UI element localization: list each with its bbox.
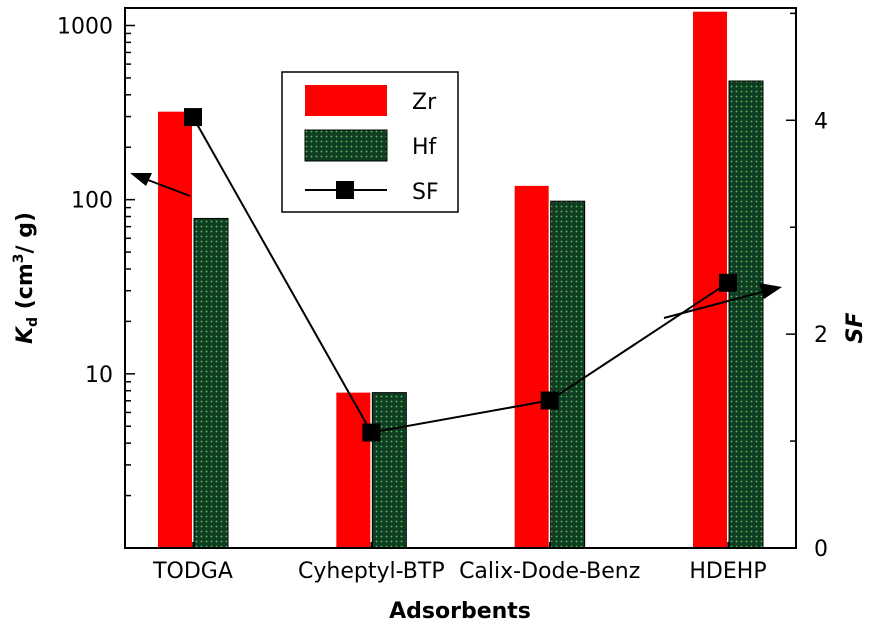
bar-zr bbox=[514, 185, 549, 548]
bar-zr bbox=[158, 111, 192, 548]
legend-label-zr: Zr bbox=[412, 90, 437, 115]
legend-swatch-hf bbox=[304, 129, 388, 162]
left-axis-arrow bbox=[130, 173, 191, 197]
legend-swatch-zr bbox=[305, 85, 387, 116]
bar-hf bbox=[371, 392, 407, 549]
right-tick-label: 0 bbox=[814, 537, 828, 562]
legend-marker-sf bbox=[336, 181, 354, 199]
left-tick-label: 10 bbox=[85, 363, 113, 388]
x-axis-title: Adsorbents bbox=[389, 599, 531, 624]
x-tick-label: Calix-Dode-Benz bbox=[459, 559, 640, 584]
bar-hf bbox=[193, 217, 229, 549]
x-axis: TODGA Cyheptyl-BTP Calix-Dode-Benz HDEHP bbox=[152, 542, 767, 584]
bar-zr bbox=[336, 392, 371, 548]
sf-marker bbox=[184, 108, 202, 127]
left-tick-label: 100 bbox=[71, 189, 113, 214]
right-axis-arrow bbox=[663, 283, 782, 319]
sf-marker bbox=[362, 423, 381, 442]
x-tick-label: HDEHP bbox=[689, 559, 766, 584]
plot-frame bbox=[124, 7, 797, 549]
right-tick-label: 2 bbox=[814, 323, 828, 348]
left-axis: 10 100 1000 bbox=[57, 14, 135, 549]
bar-hf bbox=[728, 80, 764, 549]
x-tick-label: TODGA bbox=[152, 559, 233, 584]
bars-layer bbox=[158, 11, 764, 549]
legend-label-sf: SF bbox=[412, 180, 439, 205]
left-tick-label: 1000 bbox=[57, 14, 113, 39]
sf-marker bbox=[540, 391, 559, 410]
legend: Zr Hf SF bbox=[281, 71, 459, 213]
right-tick-label: 4 bbox=[814, 109, 828, 134]
left-axis-title: Kd (cm3/ g) bbox=[11, 212, 41, 344]
sf-line-layer bbox=[184, 108, 737, 442]
bar-hf bbox=[550, 200, 586, 549]
sf-line bbox=[192, 116, 729, 434]
sf-marker bbox=[719, 273, 737, 292]
x-tick-label: Cyheptyl-BTP bbox=[298, 559, 445, 584]
legend-label-hf: Hf bbox=[412, 135, 438, 160]
right-axis: 0 2 4 bbox=[786, 12, 828, 562]
right-axis-title: SF bbox=[843, 313, 868, 344]
